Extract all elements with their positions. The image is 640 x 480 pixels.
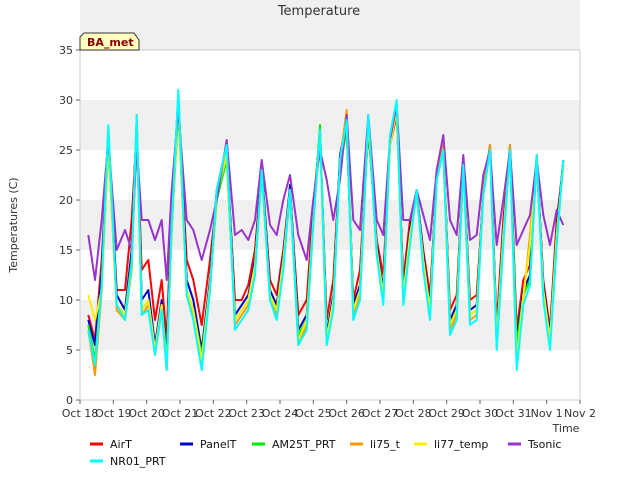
x-tick-label: Oct 21 — [162, 407, 199, 420]
legend-label: Tsonic — [527, 438, 561, 451]
y-tick-label: 35 — [59, 44, 73, 57]
x-tick-label: Oct 27 — [362, 407, 399, 420]
x-tick-label: Oct 28 — [395, 407, 432, 420]
legend-entry-nr01-prt: NR01_PRT — [90, 455, 166, 468]
chart-title: Temperature — [277, 4, 360, 19]
x-tick-label: Oct 30 — [462, 407, 499, 420]
x-tick-label: Oct 25 — [295, 407, 332, 420]
y-tick-label: 30 — [59, 94, 73, 107]
plot-series — [87, 89, 565, 376]
y-tick-label: 15 — [59, 244, 73, 257]
legend-entry-li77-temp: li77_temp — [414, 438, 488, 451]
y-tick-label: 0 — [66, 394, 73, 407]
y-axis: 0 5 10 15 20 25 30 35 — [59, 44, 80, 407]
x-tick-label: Oct 19 — [95, 407, 132, 420]
x-tick-label: Oct 26 — [328, 407, 365, 420]
legend-entry-airt: AirT — [90, 438, 132, 451]
y-tick-label: 25 — [59, 144, 73, 157]
legend-label: AirT — [110, 438, 132, 451]
badge-label: BA_met — [87, 36, 134, 49]
x-tick-label: Oct 29 — [428, 407, 465, 420]
series-line-tsonic — [87, 104, 565, 281]
x-tick-label: Nov 1 — [531, 407, 563, 420]
y-tick-label: 20 — [59, 194, 73, 207]
legend-entry-li75-t: li75_t — [350, 438, 401, 451]
x-tick-label: Nov 2 — [564, 407, 596, 420]
legend-entry-panelt: PanelT — [180, 438, 237, 451]
legend-label: NR01_PRT — [110, 455, 166, 468]
plot-frame — [79, 49, 581, 401]
series-line-nr01-prt — [87, 89, 565, 371]
y-tick-label: 10 — [59, 294, 73, 307]
x-tick-label: Oct 24 — [262, 407, 299, 420]
x-tick-label: Oct 23 — [228, 407, 265, 420]
legend-label: AM25T_PRT — [272, 438, 336, 451]
legend-entry-am25t-prt: AM25T_PRT — [252, 438, 336, 451]
legend: AirT PanelT AM25T_PRT li75_t li77_temp Tsonic… — [90, 438, 561, 468]
x-axis-label: Time — [552, 422, 580, 435]
grid-band — [80, 0, 580, 50]
legend-label: li77_temp — [434, 438, 488, 451]
legend-label: li75_t — [370, 438, 401, 451]
x-tick-label: Oct 20 — [128, 407, 165, 420]
y-axis-label: Temperatures (C) — [7, 177, 20, 273]
badge-shape — [79, 32, 140, 51]
legend-entry-tsonic: Tsonic — [508, 438, 561, 451]
x-tick-label: Oct 31 — [495, 407, 532, 420]
grid-band — [80, 100, 580, 150]
legend-label: PanelT — [200, 438, 237, 451]
x-tick-label: Oct 22 — [195, 407, 232, 420]
x-tick-label: Oct 18 — [62, 407, 99, 420]
station-badge: BA_met — [79, 32, 140, 51]
y-tick-label: 5 — [66, 344, 73, 357]
